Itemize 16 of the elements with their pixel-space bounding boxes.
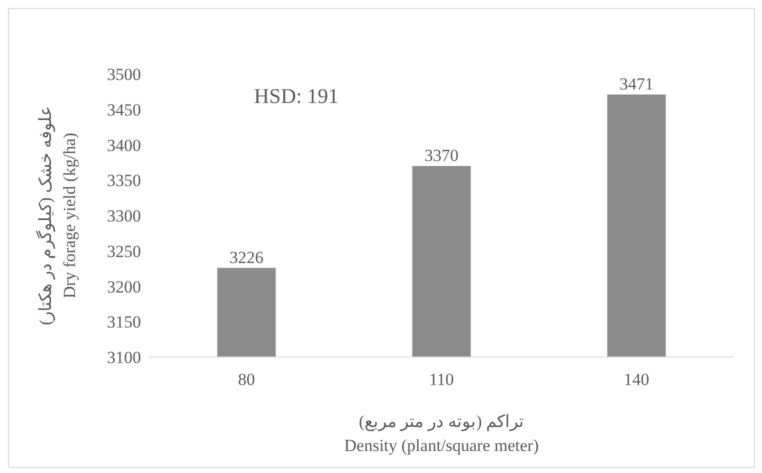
y-tick-label: 3100 [107,348,141,368]
y-tick-label: 3300 [107,206,141,226]
data-label: 3226 [230,248,264,267]
data-label: 3471 [620,74,654,94]
y-tick-label: 3400 [107,136,141,155]
annotation: HSD: 191 [254,84,339,109]
y-tick-label: 3150 [107,312,141,332]
data-label: 3370 [424,146,458,165]
y-tick-label: 3200 [107,277,141,296]
y-tick-label: 3250 [107,242,141,261]
x-tick-label: 110 [429,370,454,390]
y-tick-label: 3450 [107,100,141,120]
x-tick-label: 80 [238,370,255,390]
y-tick-label: 3500 [107,65,141,84]
y-tick-label: 3350 [107,171,141,190]
x-tick-label: 140 [624,370,650,390]
